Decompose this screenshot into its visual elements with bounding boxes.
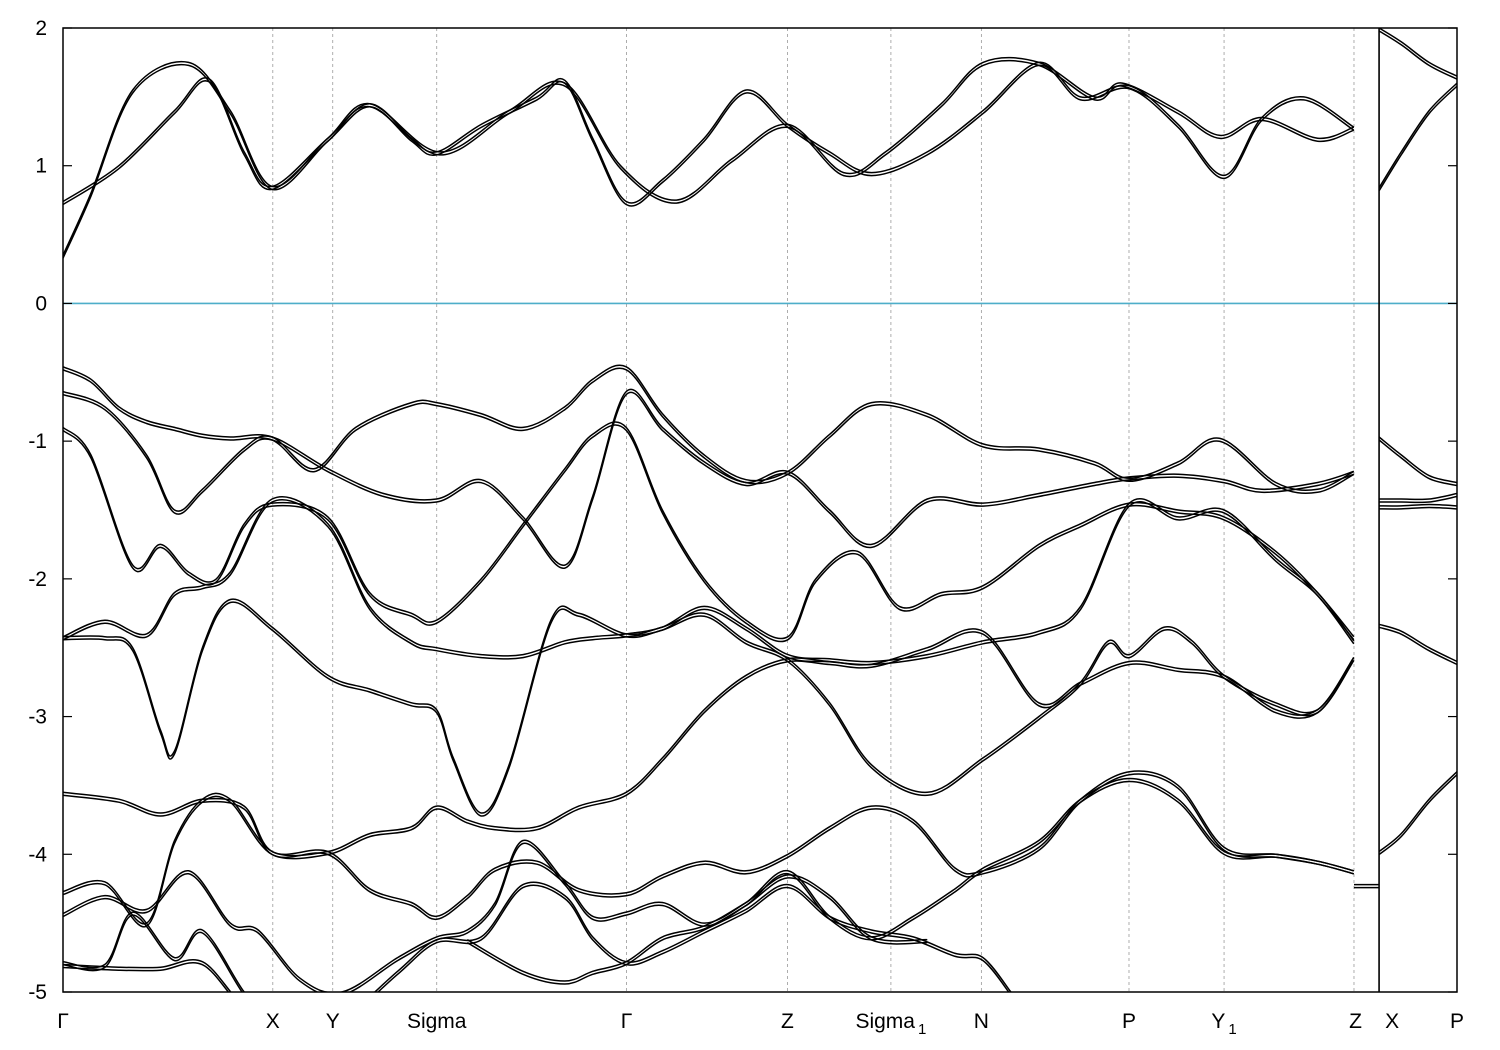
band-line [63, 364, 1355, 491]
band-line [63, 424, 1355, 643]
band-line [1378, 771, 1457, 853]
band-line [63, 881, 1012, 992]
band-line [1378, 436, 1457, 484]
band-line [63, 777, 1354, 992]
band-line [1379, 503, 1457, 507]
x-tick-label: N [974, 1010, 989, 1033]
x-tick-label: Sigma [407, 1010, 467, 1033]
band-line [1379, 492, 1457, 501]
band-line [63, 496, 1355, 663]
y-axis-ticks: 2 1 0 -1 -2 -3 -4 -5 [28, 17, 1457, 1004]
band-line [1378, 30, 1457, 80]
band-line [1378, 85, 1457, 192]
band-line [63, 780, 1354, 992]
band-line [63, 499, 1355, 666]
band-line [63, 421, 1355, 640]
y-tick-label: 1 [35, 155, 47, 178]
plot-frame [62, 27, 1458, 993]
x-tick-label: P [1450, 1010, 1464, 1033]
x-tick-label: X [1385, 1010, 1399, 1033]
x-tick-label: Γ [57, 1010, 69, 1033]
band-line [63, 773, 1354, 928]
band-line [63, 391, 1355, 569]
band-line [63, 598, 1355, 814]
y-tick-label: -5 [28, 981, 47, 1004]
band-line [63, 61, 1355, 204]
band-line [63, 64, 1355, 207]
band-line [63, 770, 1354, 925]
x-tick-label: Γ [621, 1010, 633, 1033]
band-line [63, 388, 1355, 566]
band-line [63, 601, 1355, 817]
x-tick-label: Z [781, 1010, 794, 1033]
y-tick-label: 0 [35, 292, 47, 315]
band-line [1378, 623, 1457, 663]
band-line [63, 961, 230, 992]
y-tick-label: 2 [35, 17, 47, 40]
y-tick-label: -3 [28, 706, 47, 729]
band-line [1379, 495, 1457, 504]
band-line [1379, 506, 1457, 510]
band-line [466, 874, 928, 982]
x-tick-label: X [266, 1010, 280, 1033]
band-line [466, 877, 928, 985]
band-lines [63, 28, 1457, 992]
y-tick-label: -2 [28, 568, 47, 591]
band-line [1378, 82, 1457, 189]
band-line [1378, 774, 1457, 856]
y-tick-label: -1 [28, 430, 47, 453]
band-line [63, 958, 232, 992]
band-line [63, 367, 1355, 494]
x-tick-label: Y [326, 1010, 340, 1033]
y-tick-label: -4 [28, 843, 47, 866]
x-tick-label: P [1122, 1010, 1136, 1033]
band-line [1378, 626, 1457, 666]
band-line [1378, 439, 1457, 487]
x-tick-label: Z [1349, 1010, 1362, 1033]
band-line [1378, 28, 1457, 77]
